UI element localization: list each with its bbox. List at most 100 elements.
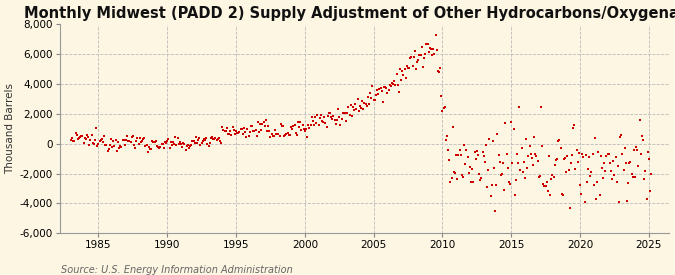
Point xyxy=(69,139,80,143)
Point xyxy=(421,42,432,46)
Point xyxy=(594,193,605,197)
Point xyxy=(223,131,234,136)
Point xyxy=(92,144,103,148)
Point xyxy=(513,160,524,165)
Point xyxy=(151,139,161,144)
Point xyxy=(436,94,447,98)
Point xyxy=(364,102,375,106)
Point xyxy=(516,146,527,150)
Text: Source: U.S. Energy Information Administration: Source: U.S. Energy Information Administ… xyxy=(61,265,292,275)
Point xyxy=(517,169,528,174)
Point xyxy=(246,124,256,128)
Point xyxy=(538,182,549,186)
Point xyxy=(425,47,436,51)
Point xyxy=(257,122,268,127)
Point xyxy=(323,111,334,116)
Point xyxy=(375,86,386,91)
Point xyxy=(228,128,239,132)
Point xyxy=(369,98,379,102)
Point xyxy=(451,152,462,157)
Point xyxy=(625,160,636,164)
Point xyxy=(474,172,485,176)
Point xyxy=(279,134,290,138)
Point xyxy=(275,122,286,126)
Point xyxy=(605,168,616,173)
Point xyxy=(464,165,475,169)
Point xyxy=(556,192,567,197)
Point xyxy=(642,150,653,155)
Point xyxy=(377,100,388,104)
Point xyxy=(461,147,472,152)
Point xyxy=(265,135,276,139)
Point xyxy=(425,46,435,51)
Point xyxy=(379,85,389,90)
Point xyxy=(608,159,619,163)
Point xyxy=(354,103,365,108)
Point xyxy=(460,162,470,166)
Point xyxy=(431,48,442,52)
Point xyxy=(198,137,209,142)
Point xyxy=(597,166,608,170)
Point xyxy=(304,126,315,130)
Point xyxy=(300,129,310,133)
Point xyxy=(508,127,519,132)
Point xyxy=(616,133,626,138)
Point xyxy=(500,120,511,125)
Point xyxy=(102,149,113,154)
Point xyxy=(263,123,273,128)
Point xyxy=(454,148,465,152)
Point xyxy=(116,145,127,149)
Point xyxy=(546,177,557,181)
Point xyxy=(466,180,477,184)
Point xyxy=(98,139,109,144)
Point xyxy=(444,158,455,163)
Point xyxy=(341,119,352,123)
Point xyxy=(144,146,155,151)
Point xyxy=(467,167,478,171)
Point xyxy=(78,141,89,145)
Point xyxy=(201,136,212,140)
Point xyxy=(298,127,309,131)
Point xyxy=(296,127,307,132)
Point xyxy=(487,138,498,143)
Point xyxy=(423,50,434,54)
Point xyxy=(441,138,452,142)
Point xyxy=(577,152,588,156)
Point xyxy=(74,136,84,141)
Point xyxy=(113,146,124,150)
Point xyxy=(353,109,364,113)
Point xyxy=(531,154,542,158)
Point xyxy=(213,136,224,140)
Point xyxy=(360,101,371,106)
Point xyxy=(502,152,512,156)
Point xyxy=(602,151,613,156)
Point xyxy=(90,126,101,130)
Point xyxy=(218,127,229,132)
Point xyxy=(258,120,269,124)
Point xyxy=(604,161,615,165)
Point xyxy=(406,54,417,59)
Point xyxy=(217,125,227,130)
Point xyxy=(635,152,646,156)
Point xyxy=(627,175,638,179)
Point xyxy=(628,148,639,152)
Point xyxy=(167,139,178,144)
Point xyxy=(369,97,380,102)
Point xyxy=(140,143,151,148)
Point xyxy=(623,181,634,186)
Point xyxy=(215,139,225,143)
Point xyxy=(267,134,278,138)
Point xyxy=(323,114,333,118)
Point xyxy=(450,171,460,175)
Point xyxy=(318,120,329,124)
Point xyxy=(149,140,160,144)
Point xyxy=(320,121,331,126)
Point xyxy=(429,52,440,56)
Point xyxy=(289,123,300,127)
Point xyxy=(351,106,362,111)
Point xyxy=(242,127,253,131)
Point xyxy=(249,129,260,134)
Point xyxy=(564,206,575,210)
Point xyxy=(271,132,281,137)
Point xyxy=(132,136,143,141)
